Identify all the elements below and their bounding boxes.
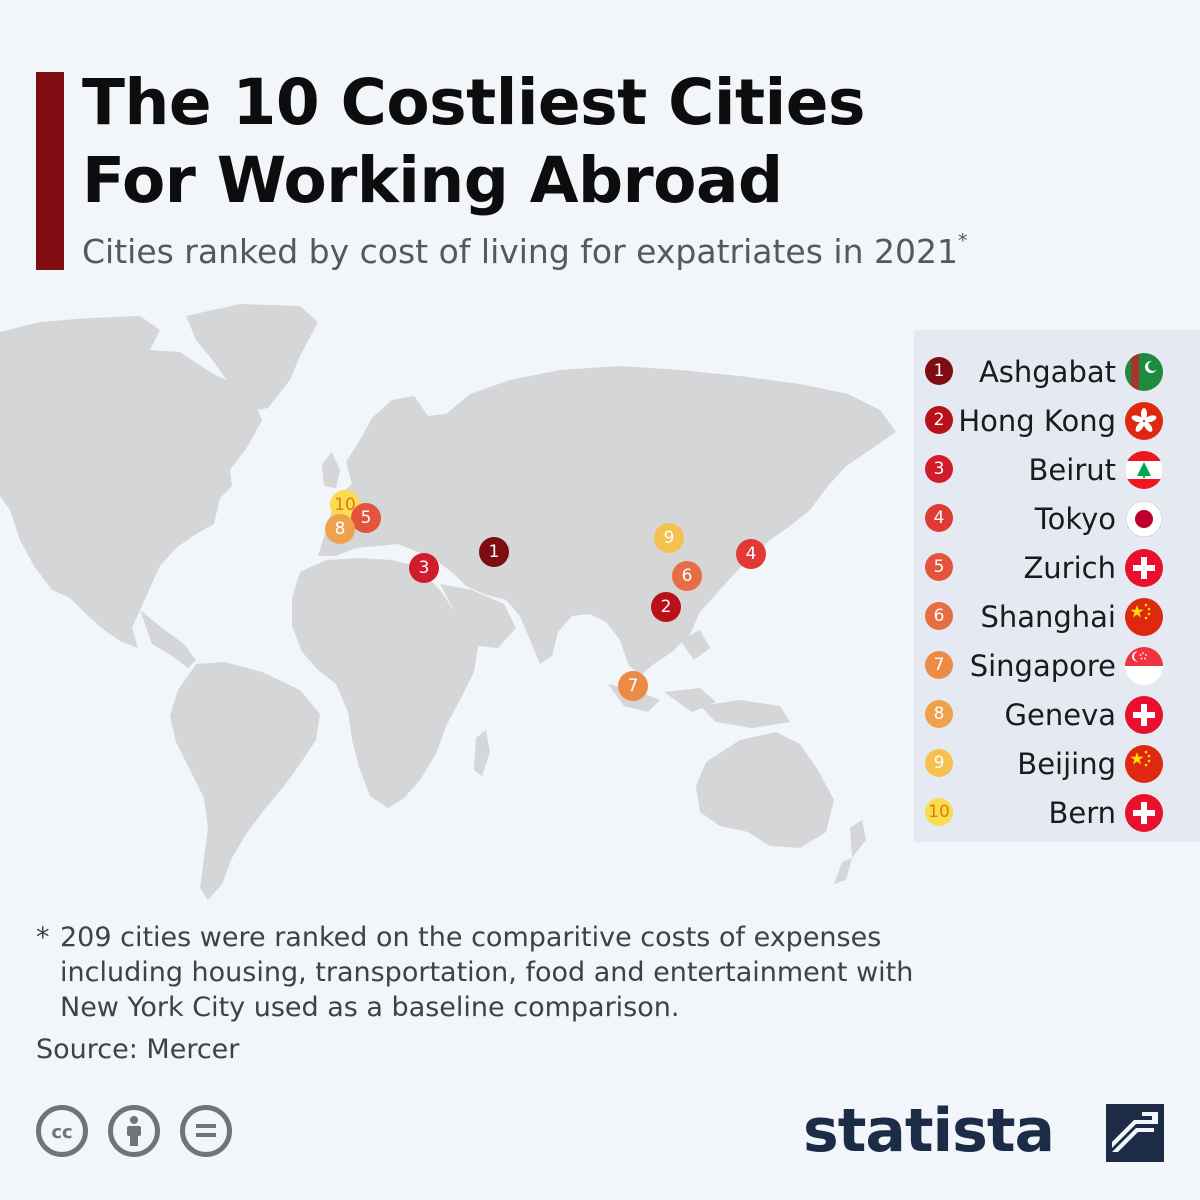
legend-rank-badge: 4	[925, 504, 953, 532]
landmass-madagascar	[474, 730, 490, 776]
no-derivatives-icon[interactable]	[180, 1105, 232, 1157]
logo-wordmark: statista	[802, 1096, 1055, 1166]
legend-item-hong-kong[interactable]: 2 Hong Kong	[914, 396, 1200, 445]
legend-item-beirut[interactable]: 3 Beirut	[914, 445, 1200, 494]
city-marker-tokyo[interactable]: 4	[736, 539, 766, 569]
switzerland-flag-icon	[1125, 696, 1163, 734]
legend-city-name: Bern	[1048, 796, 1116, 830]
landmass-europe-asia	[318, 366, 896, 676]
marker-label-beijing: 9	[664, 528, 675, 548]
legend-rank-badge: 6	[925, 602, 953, 630]
switzerland-flag-icon	[1125, 794, 1163, 832]
landmass-new-zealand	[834, 820, 866, 884]
legend-rank-badge: 5	[925, 553, 953, 581]
landmass-australia	[696, 732, 834, 848]
title-line-2: For Working Abroad	[82, 144, 783, 217]
legend-city-name: Ashgabat	[978, 355, 1116, 389]
legend-item-beijing[interactable]: 9 Beijing	[914, 739, 1200, 788]
subtitle-footnote-mark: *	[957, 230, 968, 252]
legend-item-zurich[interactable]: 5 Zurich	[914, 543, 1200, 592]
title-line-1: The 10 Costliest Cities	[82, 66, 865, 139]
landmass-japan	[728, 486, 764, 562]
city-marker-singapore[interactable]: 7	[618, 671, 648, 701]
city-markers: 10 5 8 3 1 9 6 2	[325, 490, 766, 701]
landmass-greenland	[186, 304, 318, 412]
marker-label-geneva: 8	[335, 519, 346, 539]
china-flag-icon	[1125, 598, 1163, 636]
marker-label-hong-kong: 2	[661, 597, 672, 617]
legend-rank-badge: 8	[925, 700, 953, 728]
legend-item-geneva[interactable]: 8 Geneva	[914, 690, 1200, 739]
landmasses	[0, 304, 896, 900]
legend-item-ashgabat[interactable]: 1 Ashgabat	[914, 347, 1200, 396]
landmass-africa	[292, 558, 478, 808]
marker-label-tokyo: 4	[746, 544, 757, 564]
city-marker-ashgabat[interactable]: 1	[479, 537, 509, 567]
turkmenistan-flag-icon	[1125, 353, 1163, 391]
city-marker-hong-kong[interactable]: 2	[651, 592, 681, 622]
singapore-flag-icon	[1125, 647, 1163, 685]
legend-item-shanghai[interactable]: 6 Shanghai	[914, 592, 1200, 641]
landmass-south-america	[170, 662, 320, 900]
legend-item-singapore[interactable]: 7 Singapore	[914, 641, 1200, 690]
page-title: The 10 Costliest Cities For Working Abro…	[82, 64, 982, 220]
hong-kong-flag-icon	[1125, 402, 1163, 440]
marker-label-shanghai: 6	[682, 566, 693, 586]
legend-item-tokyo[interactable]: 4 Tokyo	[914, 494, 1200, 543]
legend-rank-badge: 2	[925, 406, 953, 434]
footnote: * 209 cities were ranked on the comparit…	[36, 920, 916, 1025]
legend-city-name: Zurich	[1023, 551, 1116, 585]
marker-label-beirut: 3	[419, 558, 430, 578]
landmass-uk	[322, 452, 340, 488]
legend-rank-badge: 3	[925, 455, 953, 483]
city-marker-beijing[interactable]: 9	[654, 523, 684, 553]
city-marker-zurich[interactable]: 5	[351, 503, 381, 533]
legend-rank-badge: 10	[925, 798, 953, 826]
lebanon-flag-icon	[1125, 451, 1163, 489]
legend-city-name: Tokyo	[1034, 502, 1116, 536]
legend-city-name: Beirut	[1028, 453, 1116, 487]
legend-city-name: Geneva	[1004, 698, 1116, 732]
china-flag-icon	[1125, 745, 1163, 783]
legend-city-name: Shanghai	[980, 600, 1116, 634]
city-marker-beirut[interactable]: 3	[409, 553, 439, 583]
ranking-legend: 1 Ashgabat 2 Hong Kong 3 Beirut 4 Tokyo …	[914, 330, 1200, 842]
landmass-central-america	[140, 610, 196, 668]
cc-icon[interactable]: cc	[36, 1105, 88, 1157]
marker-label-ashgabat: 1	[489, 542, 500, 562]
legend-city-name: Beijing	[1017, 747, 1116, 781]
landmass-southeast-asia-islands	[608, 630, 790, 728]
footnote-text: 209 cities were ranked on the comparitiv…	[60, 922, 914, 1023]
marker-label-zurich: 5	[361, 508, 372, 528]
statista-logo-icon	[1106, 1104, 1164, 1162]
page-subtitle: Cities ranked by cost of living for expa…	[82, 230, 968, 271]
legend-city-name: Singapore	[969, 649, 1116, 683]
legend-rank-badge: 1	[925, 357, 953, 385]
city-marker-geneva[interactable]: 8	[325, 514, 355, 544]
marker-label-singapore: 7	[628, 676, 639, 696]
landmass-arabia	[440, 584, 516, 648]
marker-label-bern: 10	[334, 495, 356, 515]
legend-rank-badge: 9	[925, 749, 953, 777]
subtitle-text: Cities ranked by cost of living for expa…	[82, 232, 958, 271]
switzerland-flag-icon	[1125, 549, 1163, 587]
attribution-icon[interactable]	[108, 1105, 160, 1157]
world-map: 10 5 8 3 1 9 6 2	[0, 304, 896, 900]
japan-flag-icon	[1125, 500, 1163, 538]
accent-bar	[36, 72, 64, 270]
landmass-north-america	[0, 316, 262, 648]
legend-item-bern[interactable]: 10 Bern	[914, 788, 1200, 837]
svg-text:cc: cc	[51, 1122, 72, 1143]
source-credit: Source: Mercer	[36, 1034, 240, 1065]
footnote-mark: *	[36, 922, 50, 953]
statista-logo[interactable]: statista	[803, 1090, 1164, 1170]
legend-rank-badge: 7	[925, 651, 953, 679]
city-marker-shanghai[interactable]: 6	[672, 561, 702, 591]
legend-city-name: Hong Kong	[958, 404, 1116, 438]
